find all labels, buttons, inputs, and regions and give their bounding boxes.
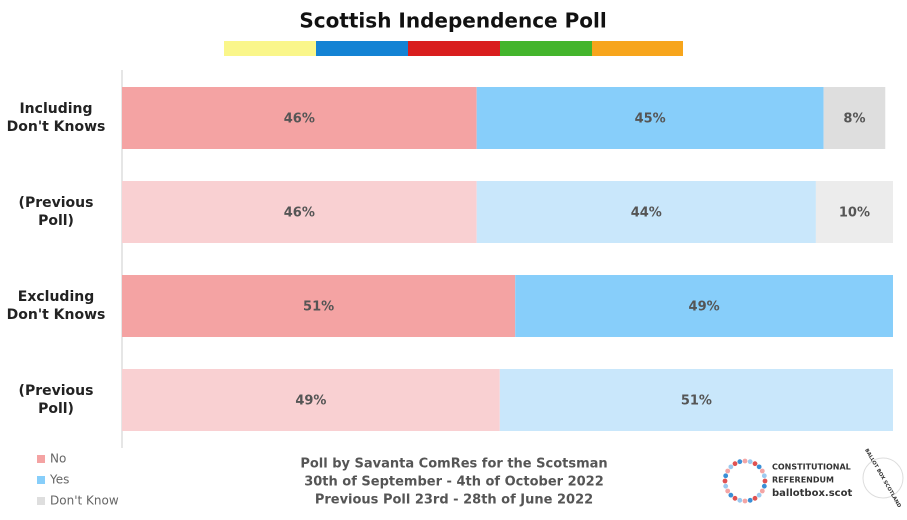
value-label: 8% (843, 112, 865, 127)
legend-swatch (37, 455, 45, 463)
logo-dot (725, 488, 731, 494)
logo-dot (756, 492, 762, 498)
logo-dot (761, 483, 767, 489)
logo-text: ballotbox.scot (772, 488, 852, 499)
bar-segment (476, 87, 824, 149)
logo-dot (728, 492, 734, 498)
logo-mark (722, 458, 768, 504)
badge-ring (862, 457, 904, 499)
badge-text: BALLOT BOX SCOTLAND (863, 448, 902, 509)
logo-dot (732, 461, 738, 467)
logo-dot (752, 461, 758, 467)
bar-segment (122, 275, 516, 337)
value-label: 51% (303, 300, 334, 315)
bar-segment (122, 369, 500, 431)
legend-swatch (37, 476, 45, 484)
logo-dot (752, 495, 758, 501)
bar-segment (823, 87, 886, 149)
logo-dot (759, 468, 765, 474)
legend-label: Don't Know (50, 494, 119, 508)
bar-segment (122, 87, 477, 149)
chart-title: Scottish Independence Poll (299, 9, 606, 33)
category-label: (Previous Poll) (18, 383, 94, 417)
legend-label: Yes (49, 473, 69, 487)
logo-dot (723, 473, 729, 479)
logo-dot (756, 464, 762, 470)
value-label: 46% (284, 112, 315, 127)
logo-dot (762, 478, 768, 484)
legend-swatch (37, 497, 45, 505)
logo-dot (722, 478, 728, 484)
category-label: (Previous Poll) (18, 195, 94, 229)
bar-segment (515, 275, 893, 337)
logo-dot (737, 459, 743, 465)
logo-text: REFERENDUM (772, 476, 834, 485)
logo-dot (732, 495, 738, 501)
value-label: 51% (681, 394, 712, 409)
note: 30th of September - 4th of October 2022 (304, 475, 604, 490)
logo-dot (723, 483, 729, 489)
note: Poll by Savanta ComRes for the Scotsman (300, 457, 607, 472)
logo-text: CONSTITUTIONAL (772, 463, 851, 472)
value-label: 10% (839, 206, 870, 221)
category-label: Including Don't Knows (6, 101, 106, 135)
category-label: Excluding Don't Knows (6, 289, 106, 323)
logo-dot (742, 458, 748, 464)
value-label: 49% (295, 394, 326, 409)
logo-dot (725, 468, 731, 474)
value-label: 49% (689, 300, 720, 315)
value-label: 45% (635, 112, 666, 127)
bar-segment (815, 181, 893, 243)
logo-dot (747, 459, 753, 465)
note: Previous Poll 23rd - 28th of June 2022 (315, 493, 593, 508)
bar-segment (122, 181, 477, 243)
logo-dot (728, 464, 734, 470)
logo-dot (761, 473, 767, 479)
bar-segment (476, 181, 816, 243)
logo-dot (737, 497, 743, 503)
value-label: 46% (284, 206, 315, 221)
color-strip (224, 41, 683, 56)
logo-dot (742, 498, 748, 504)
logo-dot (759, 488, 765, 494)
bar-segment (499, 369, 893, 431)
value-label: 44% (631, 206, 662, 221)
logo-dot (747, 497, 753, 503)
legend-label: No (50, 452, 66, 466)
